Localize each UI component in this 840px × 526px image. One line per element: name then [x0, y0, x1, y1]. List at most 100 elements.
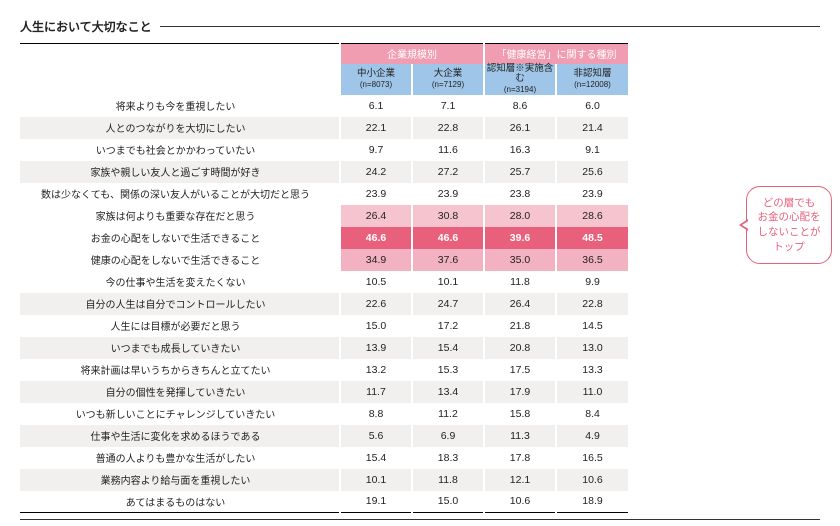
value-cell: 15.4: [412, 337, 484, 359]
value-cell: 46.6: [340, 227, 412, 249]
table-row: いつまでも成長していきたい13.915.420.813.0: [20, 337, 628, 359]
value-cell: 22.8: [556, 293, 628, 315]
value-cell: 26.1: [484, 117, 556, 139]
value-cell: 15.0: [412, 491, 484, 513]
value-cell: 23.9: [412, 183, 484, 205]
value-cell: 15.8: [484, 403, 556, 425]
value-cell: 25.7: [484, 161, 556, 183]
value-cell: 12.1: [484, 469, 556, 491]
value-cell: 10.6: [556, 469, 628, 491]
value-cell: 15.3: [412, 359, 484, 381]
value-cell: 9.7: [340, 139, 412, 161]
value-cell: 10.6: [484, 491, 556, 513]
table-row: 数は少なくても、関係の深い友人がいることが大切だと思う23.923.923.82…: [20, 183, 628, 205]
value-cell: 35.0: [484, 249, 556, 271]
value-cell: 23.9: [556, 183, 628, 205]
table-row: 将来よりも今を重視したい6.17.18.66.0: [20, 95, 628, 117]
row-label: 将来計画は早いうちからきちんと立てたい: [20, 359, 340, 381]
table-row: いつまでも社会とかかわっていたい9.711.616.39.1: [20, 139, 628, 161]
table-row: 業務内容より給与面を重視したい10.111.812.110.6: [20, 469, 628, 491]
table-body: 将来よりも今を重視したい6.17.18.66.0人とのつながりを大切にしたい22…: [20, 95, 628, 513]
table-row: いつも新しいことにチャレンジしていきたい8.811.215.88.4: [20, 403, 628, 425]
value-cell: 34.9: [340, 249, 412, 271]
table-row: 自分の人生は自分でコントロールしたい22.624.726.422.8: [20, 293, 628, 315]
table-row: 人とのつながりを大切にしたい22.122.826.121.4: [20, 117, 628, 139]
value-cell: 11.3: [484, 425, 556, 447]
table-row: 仕事や生活に変化を求めるほうである5.66.911.34.9: [20, 425, 628, 447]
value-cell: 16.3: [484, 139, 556, 161]
value-cell: 11.6: [412, 139, 484, 161]
value-cell: 13.2: [340, 359, 412, 381]
row-label: お金の心配をしないで生活できること: [20, 227, 340, 249]
value-cell: 18.9: [556, 491, 628, 513]
value-cell: 11.8: [412, 469, 484, 491]
table-row: あてはまるものはない19.115.010.618.9: [20, 491, 628, 513]
value-cell: 39.6: [484, 227, 556, 249]
value-cell: 14.5: [556, 315, 628, 337]
value-cell: 22.1: [340, 117, 412, 139]
table-row: 健康の心配をしないで生活できること34.937.635.036.5: [20, 249, 628, 271]
subhead-large: 大企業 (n=7129): [412, 64, 484, 95]
row-label: 人生には目標が必要だと思う: [20, 315, 340, 337]
row-label: 健康の心配をしないで生活できること: [20, 249, 340, 271]
value-cell: 24.2: [340, 161, 412, 183]
value-cell: 21.4: [556, 117, 628, 139]
value-cell: 9.9: [556, 271, 628, 293]
subhead-sme: 中小企業 (n=8073): [340, 64, 412, 95]
row-label: 自分の人生は自分でコントロールしたい: [20, 293, 340, 315]
page-bottom-rule: [20, 519, 820, 520]
value-cell: 8.4: [556, 403, 628, 425]
row-label: 仕事や生活に変化を求めるほうである: [20, 425, 340, 447]
table-row: お金の心配をしないで生活できること46.646.639.648.5: [20, 227, 628, 249]
table-row: 将来計画は早いうちからきちんと立てたい13.215.317.513.3: [20, 359, 628, 381]
value-cell: 11.8: [484, 271, 556, 293]
value-cell: 17.2: [412, 315, 484, 337]
value-cell: 20.8: [484, 337, 556, 359]
row-label: あてはまるものはない: [20, 491, 340, 513]
value-cell: 9.1: [556, 139, 628, 161]
row-label: 家族や親しい友人と過ごす時間が好き: [20, 161, 340, 183]
values-table: 企業規模別 「健康経営」に関する種別 中小企業 (n=8073) 大企業 (n=…: [20, 43, 628, 513]
subhead-label: 非認知層: [557, 69, 628, 80]
subhead-n: (n=8073): [341, 80, 411, 89]
value-cell: 6.0: [556, 95, 628, 117]
value-cell: 22.8: [412, 117, 484, 139]
section-title: 人生において大切なこと: [20, 18, 152, 35]
value-cell: 8.6: [484, 95, 556, 117]
subhead-n: (n=7129): [413, 80, 483, 89]
value-cell: 24.7: [412, 293, 484, 315]
subhead-n: (n=3194): [485, 85, 555, 94]
row-label: 数は少なくても、関係の深い友人がいることが大切だと思う: [20, 183, 340, 205]
title-rule: [160, 26, 820, 27]
value-cell: 17.5: [484, 359, 556, 381]
row-label: 今の仕事や生活を変えたくない: [20, 271, 340, 293]
row-label: いつまでも社会とかかわっていたい: [20, 139, 340, 161]
value-cell: 26.4: [484, 293, 556, 315]
value-cell: 6.1: [340, 95, 412, 117]
subhead-aware: 認知層※実施含む (n=3194): [484, 64, 556, 95]
blank-corner-2: [20, 64, 340, 95]
row-label: 家族は何よりも重要な存在だと思う: [20, 205, 340, 227]
group-header-company-size: 企業規模別: [340, 44, 484, 64]
row-label: いつも新しいことにチャレンジしていきたい: [20, 403, 340, 425]
value-cell: 22.6: [340, 293, 412, 315]
row-label: 業務内容より給与面を重視したい: [20, 469, 340, 491]
value-cell: 15.4: [340, 447, 412, 469]
value-cell: 25.6: [556, 161, 628, 183]
value-cell: 13.0: [556, 337, 628, 359]
value-cell: 23.8: [484, 183, 556, 205]
value-cell: 10.1: [412, 271, 484, 293]
value-cell: 13.4: [412, 381, 484, 403]
table-row: 自分の個性を発揮していきたい11.713.417.911.0: [20, 381, 628, 403]
row-label: 人とのつながりを大切にしたい: [20, 117, 340, 139]
row-label: 普通の人よりも豊かな生活がしたい: [20, 447, 340, 469]
value-cell: 16.5: [556, 447, 628, 469]
value-cell: 10.5: [340, 271, 412, 293]
value-cell: 30.8: [412, 205, 484, 227]
subhead-label: 中小企業: [341, 69, 411, 80]
callout-text: どの層でもお金の心配をしないことがトップ: [758, 196, 821, 255]
value-cell: 19.1: [340, 491, 412, 513]
value-cell: 11.2: [412, 403, 484, 425]
callout-bubble: どの層でもお金の心配をしないことがトップ: [746, 186, 832, 264]
value-cell: 11.0: [556, 381, 628, 403]
